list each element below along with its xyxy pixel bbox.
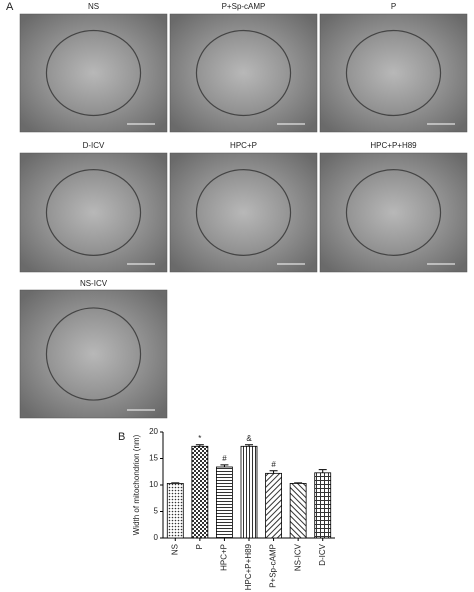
error-bar bbox=[294, 482, 303, 484]
nucleus bbox=[45, 169, 142, 256]
micrograph bbox=[319, 13, 468, 133]
image-label: HPC+P+H89 bbox=[370, 141, 417, 150]
micrograph bbox=[19, 13, 168, 133]
significance-mark: * bbox=[198, 434, 201, 443]
micrograph bbox=[19, 152, 168, 273]
y-tick-label: 20 bbox=[149, 427, 158, 436]
y-tick-label: 5 bbox=[154, 507, 159, 516]
error-bar bbox=[245, 444, 253, 447]
y-axis-label: Width of mitochondrion (nm) bbox=[132, 434, 141, 535]
x-tick-label: HPC+P+H89 bbox=[244, 543, 253, 590]
bar bbox=[265, 472, 282, 539]
error-bar bbox=[220, 464, 229, 467]
bar bbox=[216, 466, 233, 539]
error-bar bbox=[171, 482, 180, 484]
micrograph bbox=[19, 289, 168, 419]
bar bbox=[191, 445, 209, 539]
image-label: P bbox=[391, 2, 396, 11]
x-tick-label: P bbox=[195, 544, 204, 549]
x-tick-label: D-ICV bbox=[318, 543, 327, 565]
significance-mark: # bbox=[222, 454, 227, 463]
y-tick-label: 15 bbox=[149, 454, 158, 463]
error-bar bbox=[195, 444, 204, 447]
x-tick-label: NS-ICV bbox=[293, 543, 302, 571]
bar bbox=[166, 483, 184, 539]
error-bar bbox=[269, 470, 278, 474]
image-label: NS bbox=[88, 2, 99, 11]
image-label: P+Sp-cAMP bbox=[222, 2, 266, 11]
x-tick-label: HPC+P bbox=[220, 544, 229, 571]
nucleus bbox=[345, 169, 442, 256]
x-tick-label: NS bbox=[170, 544, 179, 555]
micrograph bbox=[319, 152, 468, 273]
nucleus bbox=[345, 29, 442, 117]
nucleus bbox=[195, 29, 292, 117]
micrograph bbox=[169, 13, 318, 133]
y-tick-label: 0 bbox=[154, 533, 159, 542]
x-tick-label: P+Sp-cAMP bbox=[269, 544, 278, 588]
nucleus bbox=[45, 307, 142, 401]
image-label: D-ICV bbox=[83, 141, 105, 150]
image-label: HPC+P bbox=[230, 141, 257, 150]
bar bbox=[240, 445, 258, 539]
y-tick-label: 10 bbox=[149, 480, 158, 489]
nucleus bbox=[195, 169, 292, 256]
panel-label: B bbox=[118, 431, 125, 443]
micrograph bbox=[169, 152, 318, 273]
significance-mark: & bbox=[246, 434, 252, 443]
bar bbox=[289, 483, 307, 539]
error-bar bbox=[318, 469, 327, 473]
panel-label: A bbox=[6, 1, 14, 13]
image-label: NS-ICV bbox=[80, 279, 108, 288]
nucleus bbox=[45, 29, 142, 117]
significance-mark: # bbox=[271, 460, 276, 469]
bar bbox=[314, 472, 332, 539]
